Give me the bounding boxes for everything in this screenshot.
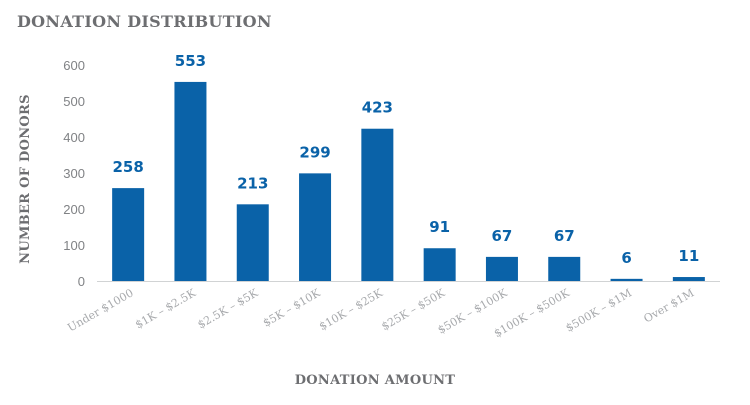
x-tick-label: $2.5K – $5K bbox=[195, 286, 261, 331]
bar bbox=[610, 278, 643, 281]
data-label: 6 bbox=[621, 249, 631, 267]
data-label: 423 bbox=[362, 99, 393, 117]
bar bbox=[112, 188, 145, 281]
chart-title: DONATION DISTRIBUTION bbox=[17, 12, 272, 31]
y-axis-title: NUMBER OF DONORS bbox=[18, 94, 33, 264]
x-tick-label: Over $1M bbox=[642, 286, 697, 325]
x-tick-label: $1K – $2.5K bbox=[133, 286, 199, 331]
data-label: 67 bbox=[492, 227, 513, 245]
data-label: 67 bbox=[554, 227, 575, 245]
data-label: 91 bbox=[429, 218, 450, 236]
data-label: 258 bbox=[112, 158, 143, 176]
data-label: 299 bbox=[299, 143, 330, 161]
bar bbox=[423, 248, 456, 281]
bars-group bbox=[112, 81, 705, 281]
x-tick-label: $10K – $25K bbox=[317, 286, 386, 333]
y-axis-ticks: 0 100 200 300 400 500 600 bbox=[63, 58, 85, 289]
y-tick-label: 200 bbox=[63, 202, 85, 217]
bar bbox=[548, 256, 581, 281]
data-label: 11 bbox=[678, 247, 699, 265]
x-tick-label: $500K – $1M bbox=[563, 286, 634, 334]
y-tick-label: 0 bbox=[78, 274, 85, 289]
x-tick-label: Under $1000 bbox=[65, 286, 135, 334]
y-tick-label: 500 bbox=[63, 94, 85, 109]
y-tick-label: 100 bbox=[63, 238, 85, 253]
x-axis-title: DONATION AMOUNT bbox=[294, 373, 456, 388]
y-tick-label: 600 bbox=[63, 58, 85, 73]
x-tick-label: $5K – $10K bbox=[261, 286, 324, 330]
bar bbox=[299, 173, 332, 281]
bar bbox=[361, 128, 394, 281]
data-label: 213 bbox=[237, 174, 268, 192]
data-labels-group: 258 553 213 299 423 91 67 67 6 11 bbox=[112, 52, 699, 267]
bar bbox=[672, 277, 705, 281]
x-tick-labels-group: Under $1000$1K – $2.5K$2.5K – $5K $5K – $… bbox=[65, 286, 696, 340]
bar bbox=[485, 256, 518, 281]
y-tick-label: 300 bbox=[63, 166, 85, 181]
bar bbox=[236, 204, 269, 281]
y-tick-label: 400 bbox=[63, 130, 85, 145]
data-label: 553 bbox=[175, 52, 206, 70]
bar bbox=[174, 81, 207, 281]
